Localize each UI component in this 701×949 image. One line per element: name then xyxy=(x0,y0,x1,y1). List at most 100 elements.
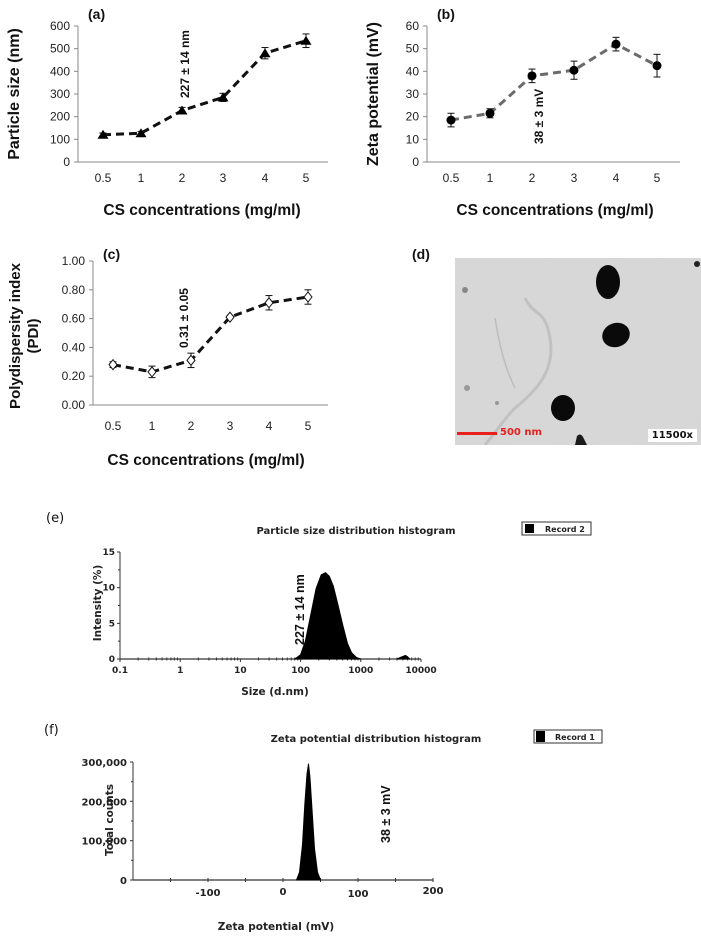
magnification-label: 11500x xyxy=(647,429,697,442)
legend-box-e xyxy=(521,521,592,536)
x-tick-label: 10000 xyxy=(405,666,436,676)
legend-box-f xyxy=(533,729,603,744)
data-point-diamond xyxy=(303,291,313,303)
x-tick-label: 0.1 xyxy=(112,666,128,676)
data-point-triangle xyxy=(300,35,312,45)
chart-zeta-potential: (b) 0 10 20 30 40 50 60 0.5 1 2 3 4 5 Zeta potentia… xyxy=(365,6,680,219)
y-ticks-e: 0 5 10 15 xyxy=(102,548,120,665)
x-tick-label: 10 xyxy=(234,666,247,676)
annotation-f: 38 ± 3 mV xyxy=(379,785,393,843)
chart-particle-size: (a) 0 100 200 300 400 500 600 0.5 1 2 3 4 5 Particl… xyxy=(6,6,328,219)
y-tick-label: 40 xyxy=(406,64,420,78)
x-ticks-f: -100 0 100 200 xyxy=(170,878,444,900)
x-axis-title-e: Size (d.nm) xyxy=(241,686,309,698)
x-ticks-b: 0.5 1 2 3 4 5 xyxy=(443,171,661,185)
tem-debris xyxy=(462,287,468,293)
x-tick-label: 4 xyxy=(266,419,273,433)
legend-swatch-f xyxy=(536,731,545,742)
y-ticks-a: 0 100 200 300 400 500 600 xyxy=(50,19,78,169)
y-tick-label: 0 xyxy=(412,155,419,169)
legend-f: Record 1 xyxy=(533,729,603,744)
x-tick-label: 1 xyxy=(487,171,494,185)
hist-title-e: Particle size distribution histogram xyxy=(256,526,455,537)
y-tick-label: 60 xyxy=(406,19,420,33)
panel-label-e: (e) xyxy=(46,511,64,526)
y-tick-label: 0.00 xyxy=(62,398,86,412)
hist-title-f: Zeta potential distribution histogram xyxy=(271,734,482,745)
data-point-triangle xyxy=(176,105,188,115)
y-tick-label: 400 xyxy=(50,64,70,78)
data-point-triangle xyxy=(97,129,109,139)
annotation-a: 227 ± 14 nm xyxy=(178,30,192,98)
y-tick-label: 5 xyxy=(109,619,115,629)
y-tick-label: 200 xyxy=(50,110,70,124)
tem-debris xyxy=(694,261,700,267)
tem-fiber xyxy=(494,317,516,389)
panel-label-c: (c) xyxy=(103,246,120,262)
tem-debris xyxy=(495,401,499,405)
y-axis-title-a: Particle size (nm) xyxy=(6,28,23,160)
x-tick-label: 100 xyxy=(291,666,310,676)
x-tick-label: 4 xyxy=(262,171,269,185)
data-point-diamond xyxy=(147,366,157,378)
x-ticks-e: 0.1 1 10 100 1000 10000 xyxy=(112,657,437,676)
x-tick-label: 5 xyxy=(305,419,312,433)
data-point-triangle xyxy=(259,48,271,58)
series-line xyxy=(102,39,307,137)
panel-label-f: (f) xyxy=(44,723,59,738)
data-point-triangle xyxy=(135,128,147,138)
y-tick-label: 100 xyxy=(50,132,70,146)
y-axis-title-c-line1: Polydispersity index xyxy=(7,262,24,409)
y-axis-title-c-line2: (PDI) xyxy=(25,319,42,354)
data-point-circle xyxy=(527,71,537,81)
x-tick-label: 2 xyxy=(529,171,536,185)
tem-image xyxy=(455,258,701,445)
tem-nanoparticle xyxy=(596,265,620,299)
y-ticks-f: 0 100,000 200,000 300,000 xyxy=(81,758,133,887)
y-tick-label: 200,000 xyxy=(81,797,127,808)
x-tick-label: 3 xyxy=(220,171,227,185)
x-tick-label: 0 xyxy=(280,887,287,898)
y-tick-label: 600 xyxy=(50,19,70,33)
y-ticks-c: 0.00 0.20 0.40 0.60 0.80 1.00 xyxy=(62,254,93,412)
y-tick-label: 0.20 xyxy=(62,369,86,383)
x-tick-label: 200 xyxy=(423,886,444,897)
chart-zeta-distribution: (f) Zeta potential distribution histogra… xyxy=(44,723,603,933)
tem-debris xyxy=(464,385,470,391)
x-tick-label: 2 xyxy=(179,171,186,185)
plot-e xyxy=(294,572,411,660)
legend-label-e: Record 2 xyxy=(545,525,585,534)
tem-nanoparticle-partial xyxy=(575,434,587,445)
y-tick-label: 10 xyxy=(102,584,115,594)
x-tick-label: 1 xyxy=(177,666,183,676)
x-tick-label: 1000 xyxy=(348,666,373,676)
distribution-area xyxy=(396,654,411,660)
panel-label-a: (a) xyxy=(88,6,105,22)
data-point-circle xyxy=(446,115,456,125)
legend-e: Record 2 xyxy=(521,521,592,536)
data-point-diamond xyxy=(225,311,235,323)
plot-a xyxy=(97,33,312,139)
annotation-e: 227 ± 14 nm xyxy=(293,574,307,645)
y-tick-label: 50 xyxy=(406,42,420,56)
x-axis-title-a: CS concentrations (mg/ml) xyxy=(103,202,300,219)
y-tick-label: 300,000 xyxy=(81,758,127,769)
y-tick-label: 1.00 xyxy=(62,254,86,268)
panel-label-d: (d) xyxy=(412,246,430,262)
y-axis-title-f: Total counts xyxy=(104,784,116,856)
x-tick-label: 3 xyxy=(571,171,578,185)
annotation-b: 38 ± 3 mV xyxy=(532,89,546,144)
x-tick-label: 1 xyxy=(138,171,145,185)
data-point-triangle xyxy=(217,92,229,102)
series-line xyxy=(112,295,309,374)
x-tick-label: 3 xyxy=(227,419,234,433)
plot-f xyxy=(296,763,321,881)
x-axis-title-c: CS concentrations (mg/ml) xyxy=(107,452,304,469)
y-tick-label: 0 xyxy=(109,655,115,665)
panel-label-b: (b) xyxy=(437,6,455,22)
y-tick-label: 500 xyxy=(50,42,70,56)
y-tick-label: 100,000 xyxy=(81,837,127,848)
y-tick-label: 20 xyxy=(406,110,420,124)
x-tick-label: 100 xyxy=(348,889,369,900)
